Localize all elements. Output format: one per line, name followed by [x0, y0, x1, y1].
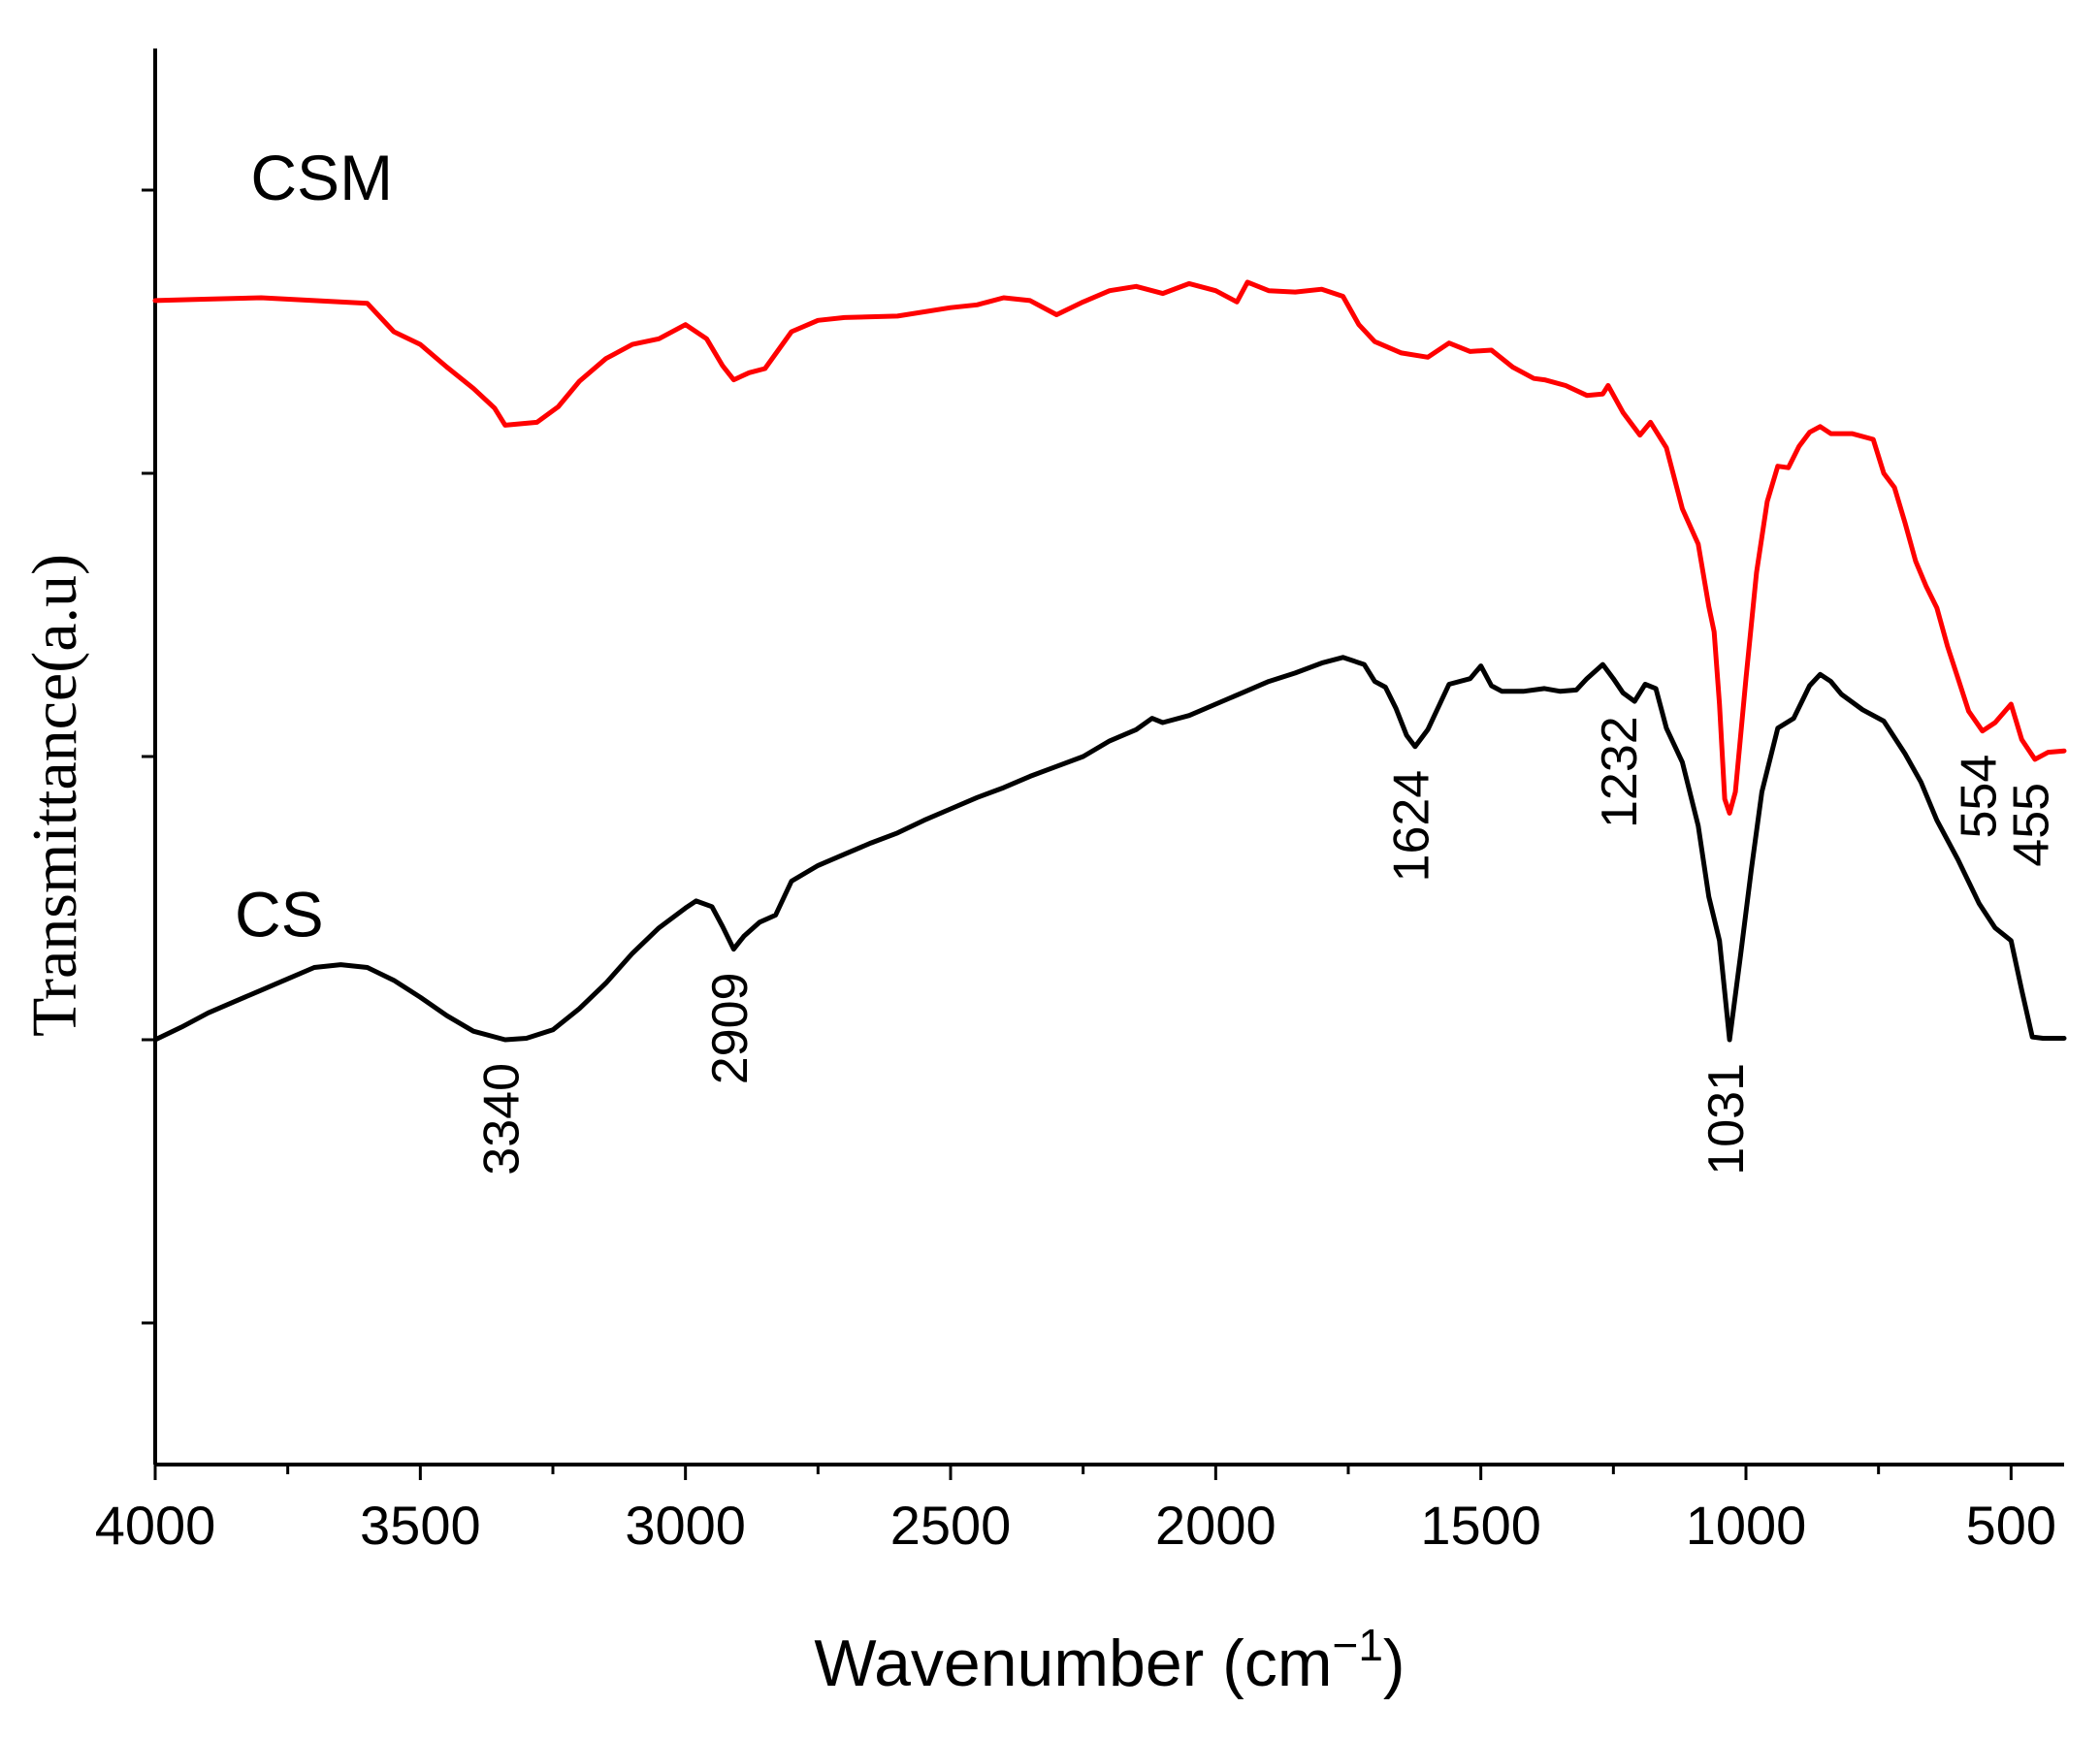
plot-area: 4000 3500 3000 2500 2000 1500 1000 500 3340 2909…: [95, 48, 2067, 1556]
series-label-csm: CSM: [250, 142, 393, 213]
peak-label-1624: 1624: [1384, 770, 1440, 883]
peak-label-1232: 1232: [1592, 716, 1648, 828]
x-tick-label: 3000: [625, 1495, 746, 1556]
x-tick-label: 500: [1966, 1495, 2056, 1556]
series-csm-line: [152, 279, 2067, 816]
y-axis-ticks: [142, 188, 155, 1325]
x-axis-title-main: Wavenumber (cm: [814, 1627, 1332, 1700]
y-axis-title: Transmittance(a.u): [19, 554, 90, 1037]
series-labels: CSM CS: [235, 142, 393, 950]
x-tick-label: 2000: [1155, 1495, 1276, 1556]
x-axis-title-sup: −1: [1332, 1620, 1382, 1670]
x-axis-title-close: ): [1383, 1627, 1405, 1700]
peak-label-2909: 2909: [702, 973, 759, 1085]
x-axis-ticks: 4000 3500 3000 2500 2000 1500 1000 500: [95, 1465, 2056, 1556]
peak-label-554: 554: [1952, 755, 2008, 839]
series-group: [152, 279, 2067, 1043]
x-axis-title: Wavenumber (cm−1): [814, 1620, 1405, 1700]
peak-label-1031: 1031: [1698, 1063, 1755, 1176]
peak-label-455: 455: [2004, 783, 2060, 867]
x-tick-label: 2500: [890, 1495, 1012, 1556]
peak-label-3340: 3340: [474, 1063, 531, 1176]
x-tick-label: 1000: [1686, 1495, 1807, 1556]
series-label-cs: CS: [235, 878, 324, 950]
x-tick-label: 1500: [1420, 1495, 1541, 1556]
series-cs-line: [152, 655, 2067, 1043]
x-tick-label: 3500: [360, 1495, 481, 1556]
x-tick-label: 4000: [95, 1495, 216, 1556]
